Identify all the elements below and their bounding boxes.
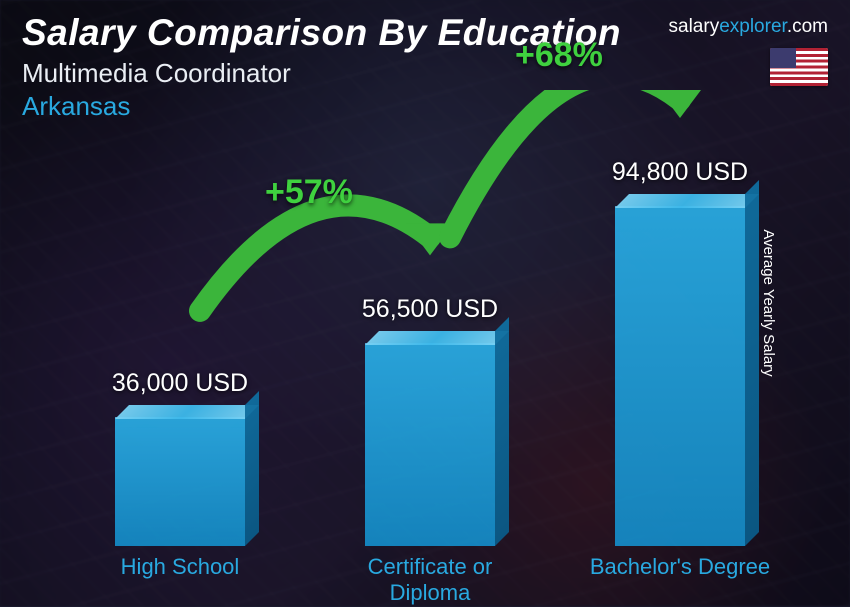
content-layer: Salary Comparison By Education Multimedi… [0,0,850,606]
brand-logo: salaryexplorer.com [669,16,828,38]
bar-chart: 36,000 USDHigh School56,500 USDCertifica… [60,150,790,546]
brand-mid: explorer [719,16,787,37]
delta-label: +68% [515,36,603,75]
bar-label: High School [80,554,280,580]
bar-label: Certificate or Diploma [330,554,530,607]
growth-arrow: +68% [60,150,790,546]
page-subtitle: Multimedia Coordinator [22,58,828,89]
brand-prefix: salary [669,16,720,37]
bar-label: Bachelor's Degree [580,554,780,580]
brand-suffix: .com [787,16,828,37]
flag-icon [770,48,828,86]
